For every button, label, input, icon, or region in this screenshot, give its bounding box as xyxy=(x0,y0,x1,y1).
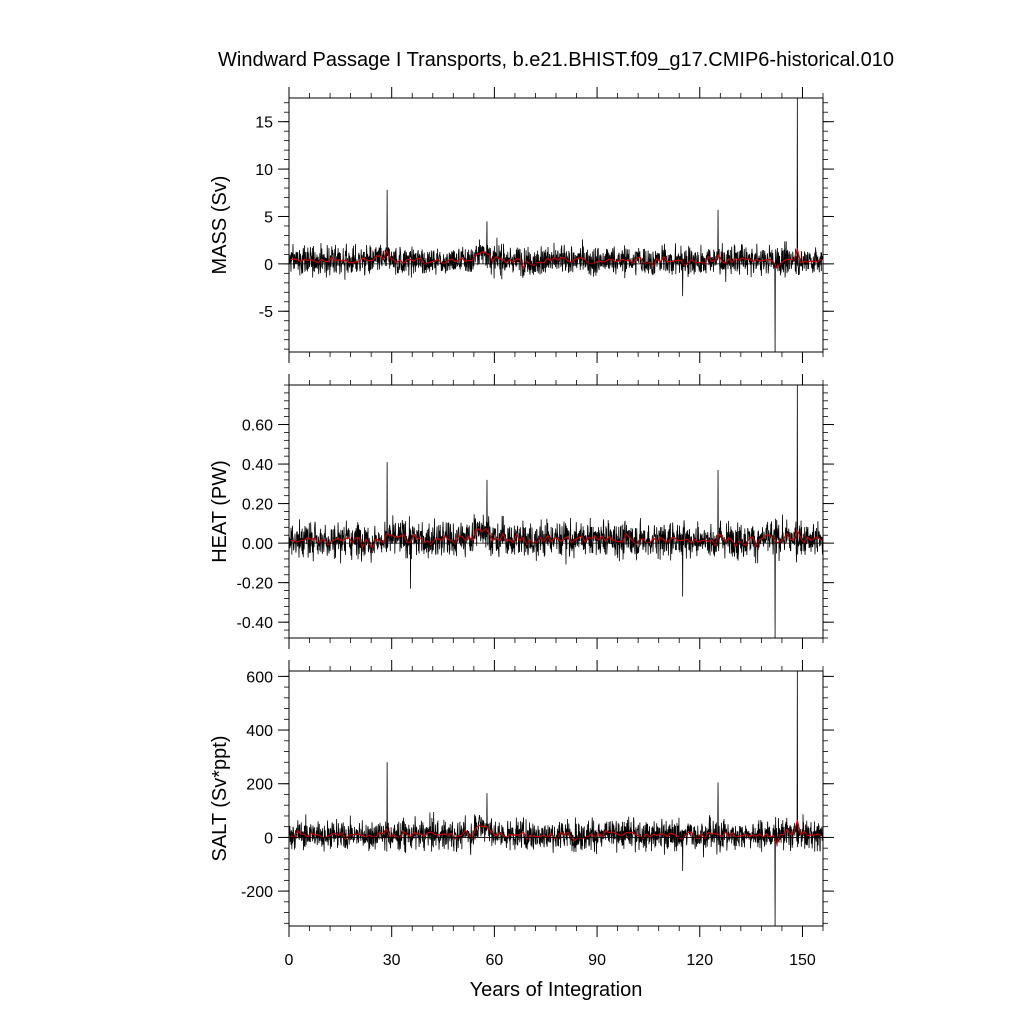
y-tick-label: 0.60 xyxy=(242,418,273,435)
y-tick-label: 200 xyxy=(246,777,273,794)
series-monthly-line xyxy=(289,671,823,926)
series-annual-line xyxy=(290,818,822,846)
y-tick-label: -0.40 xyxy=(237,615,274,632)
y-tick-label: 10 xyxy=(255,162,273,179)
y-tick-label: -200 xyxy=(241,884,273,901)
series-monthly-line xyxy=(289,98,823,352)
chart-panels: -5 0 5 10 15 MASS (Sv) -0.40 -0.20 0.00 0.20 0.40 0… xyxy=(209,87,834,937)
x-tick-label: 60 xyxy=(485,952,503,969)
y-tick-label: 400 xyxy=(246,723,273,740)
panel-3: -200 0 200 400 600 SALT (Sv*ppt) xyxy=(209,660,834,937)
y-tick-label: 0.20 xyxy=(242,497,273,514)
x-tick-label: 150 xyxy=(789,952,816,969)
x-axis-label: Years of Integration xyxy=(470,979,643,1001)
y-tick-label: 600 xyxy=(246,669,273,686)
series-annual-line xyxy=(290,527,822,549)
y-axis-label: SALT (Sv*ppt) xyxy=(209,736,231,862)
y-tick-label: 15 xyxy=(255,115,273,132)
panel-frame xyxy=(288,384,824,639)
panel-2: -0.40 -0.20 0.00 0.20 0.40 0.60 HEAT (PW) xyxy=(209,374,834,649)
x-tick-label: 0 xyxy=(285,952,294,969)
y-tick-label: 0.40 xyxy=(242,457,273,474)
y-axis-label: MASS (Sv) xyxy=(209,176,231,275)
panel-frame xyxy=(288,97,824,353)
y-tick-label: 0.00 xyxy=(242,536,273,553)
y-tick-label: -0.20 xyxy=(237,576,274,593)
y-axis-label: HEAT (PW) xyxy=(209,460,231,563)
series-monthly-line xyxy=(289,385,823,638)
x-tick-label: 120 xyxy=(686,952,713,969)
y-tick-label: 5 xyxy=(264,209,273,226)
panel-1: -5 0 5 10 15 MASS (Sv) xyxy=(209,87,834,363)
x-axis: 0 30 60 90 120 150 xyxy=(285,952,816,969)
x-tick-label: 30 xyxy=(383,952,401,969)
chart-title: Windward Passage I Transports, b.e21.BHI… xyxy=(218,49,894,71)
y-tick-label: -5 xyxy=(259,304,273,321)
panel-frame xyxy=(288,670,824,927)
y-tick-label: 0 xyxy=(264,257,273,274)
y-tick-label: 0 xyxy=(264,830,273,847)
x-tick-label: 90 xyxy=(588,952,606,969)
series-annual-line xyxy=(290,247,822,270)
